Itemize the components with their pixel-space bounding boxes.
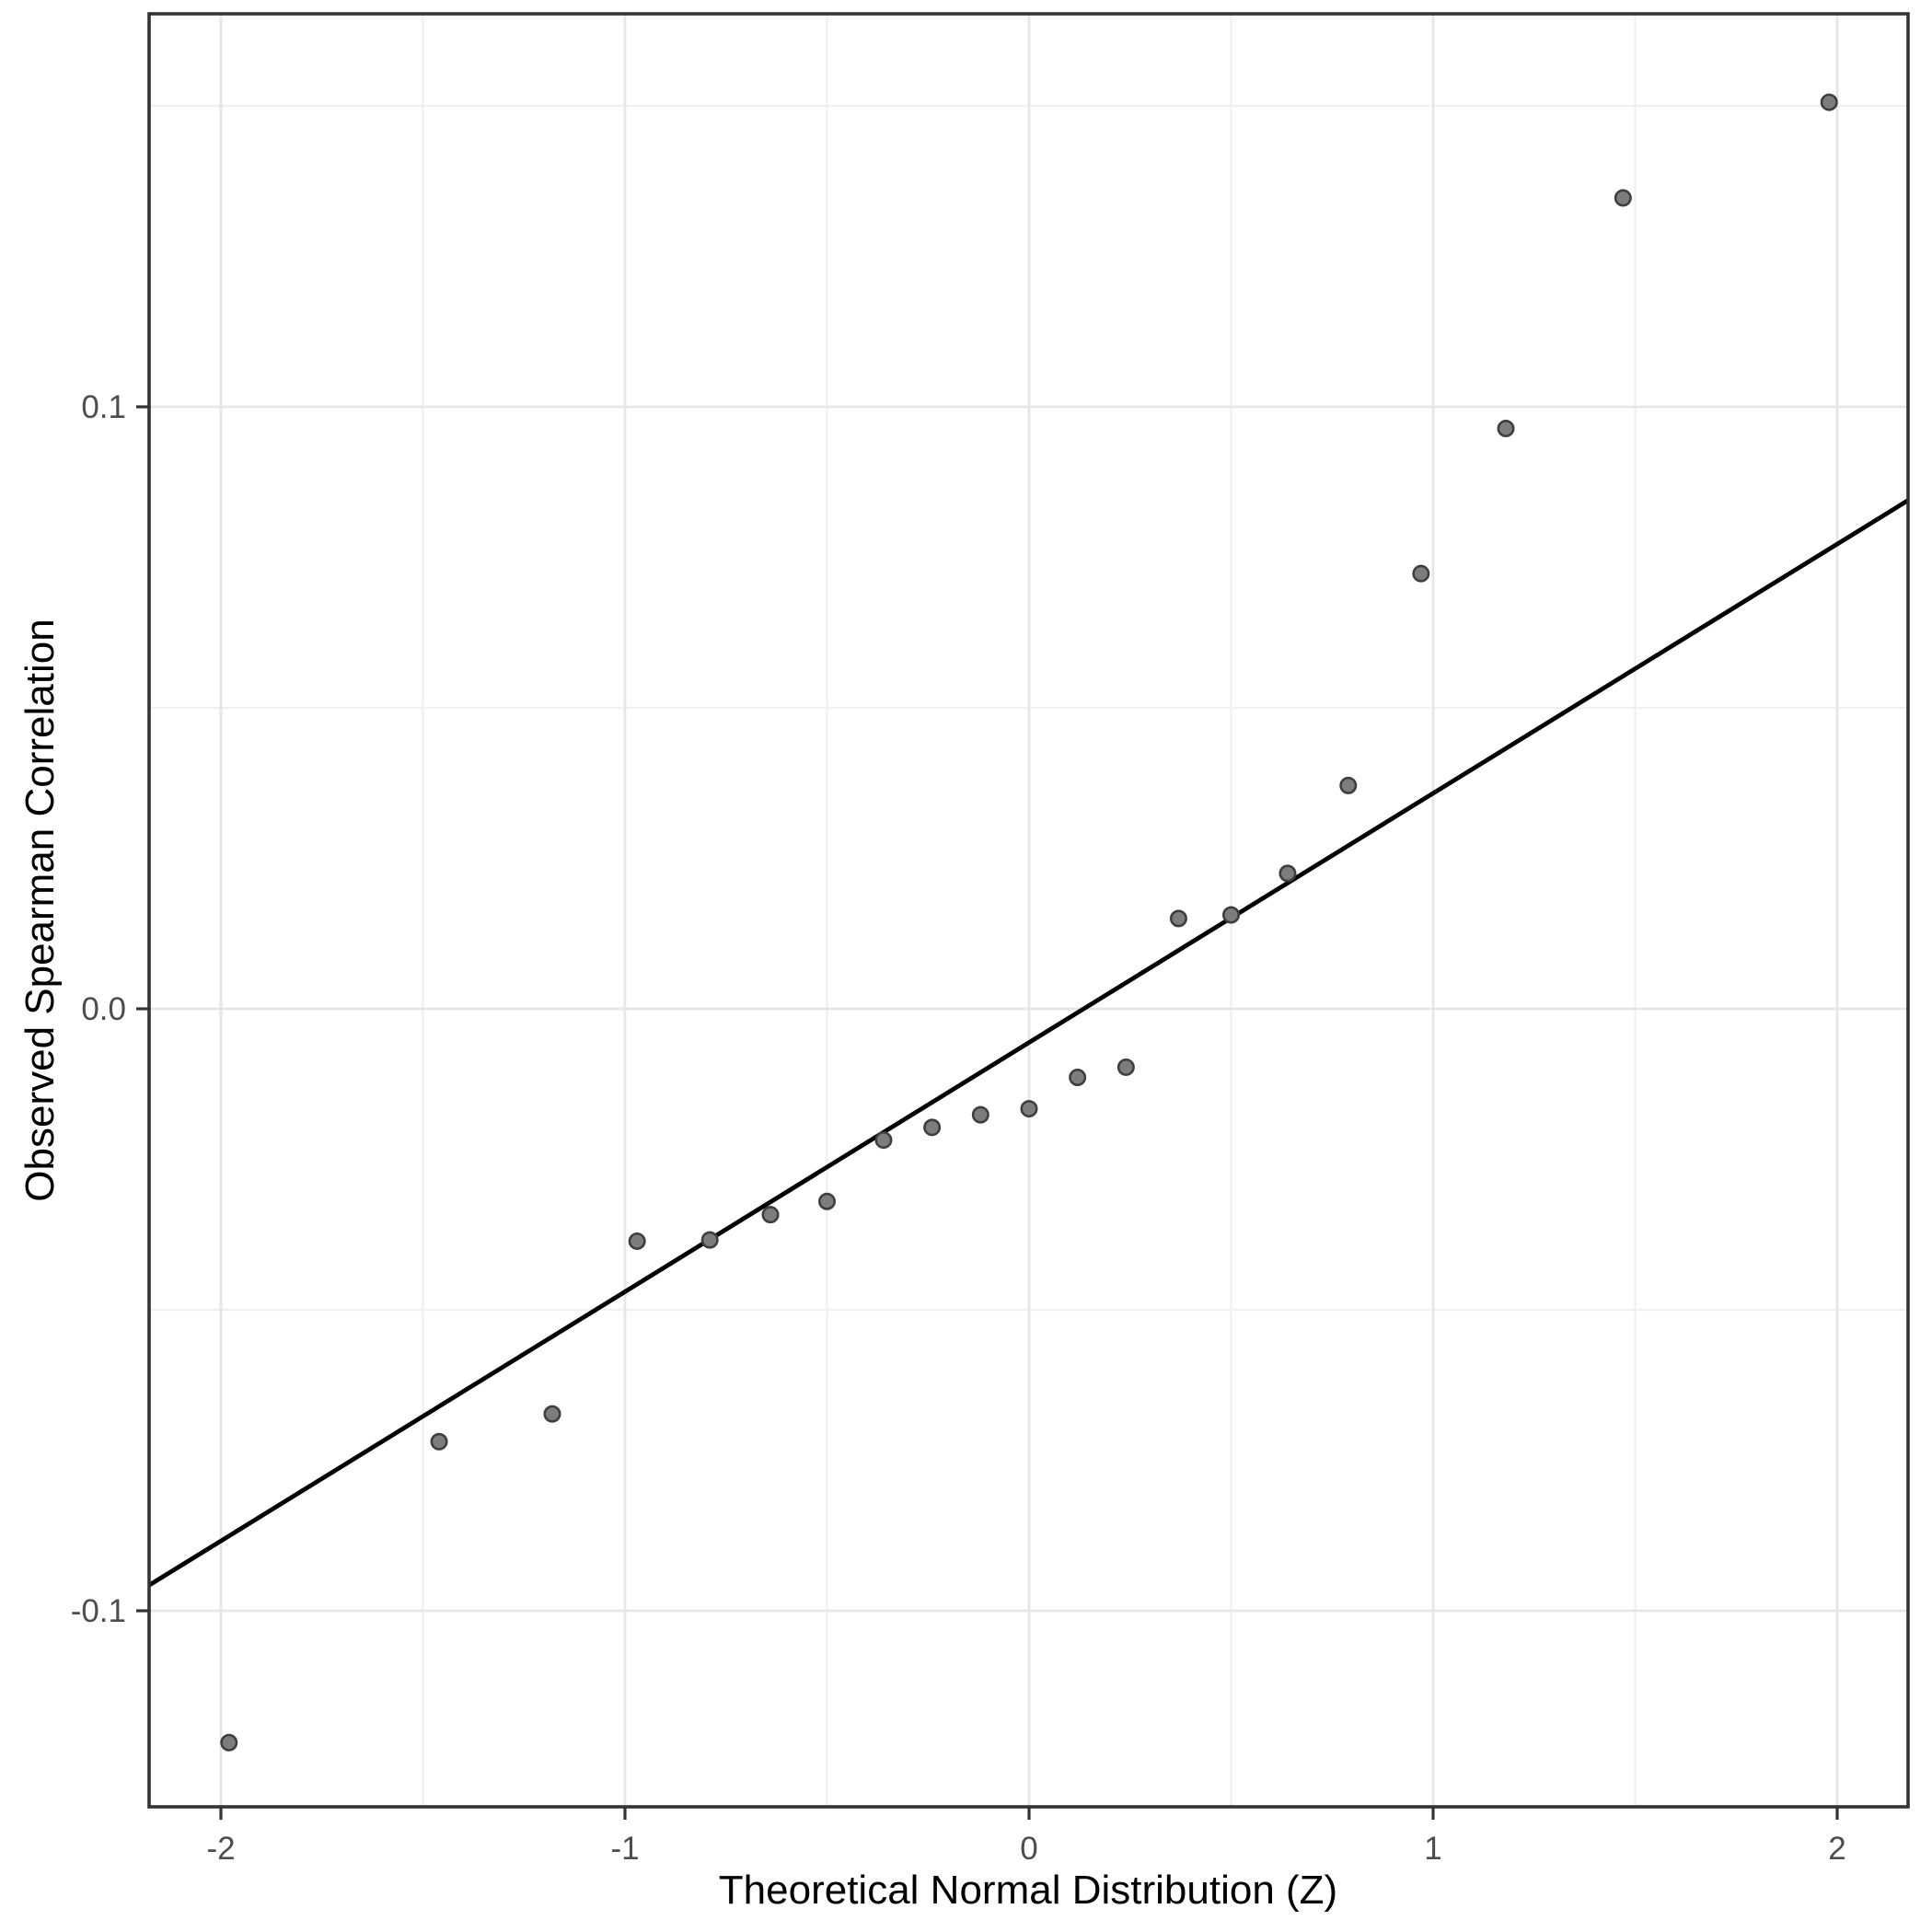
y-tick-label: 0.0 [81,991,126,1027]
x-axis-title: Theoretical Normal Distribution (Z) [719,1868,1337,1913]
x-tick-label: 1 [1424,1831,1441,1867]
data-point [817,1192,836,1210]
y-tick-label: -0.1 [71,1593,126,1629]
data-point [1278,864,1297,883]
data-point [1069,1069,1087,1087]
data-point [1412,564,1430,583]
x-tick-label: -2 [206,1831,235,1867]
data-point [220,1733,238,1752]
x-tick-labels-group: -2 -1 0 1 2 [206,1831,1845,1867]
x-tick-label: 2 [1828,1831,1845,1867]
x-tick-label: -1 [610,1831,639,1867]
data-point [628,1232,646,1250]
data-point [1116,1058,1135,1076]
data-point [700,1231,719,1249]
gridlines-major [149,14,1908,1807]
data-point [543,1405,561,1423]
data-point [874,1131,893,1150]
data-point [1497,420,1515,438]
y-tick-labels-group: 0.1 0.0 -0.1 [71,389,126,1629]
reference-line-group [147,498,1910,1588]
data-point [923,1118,942,1137]
data-point [430,1432,448,1451]
x-tick-label: 0 [1020,1831,1037,1867]
data-point [971,1105,989,1124]
data-point [1169,909,1187,928]
reference-line [147,498,1910,1588]
data-point [1020,1100,1038,1118]
data-point [761,1206,780,1224]
data-points-group [220,93,1838,1752]
axis-ticks-group [136,405,1839,1820]
data-point [1339,776,1358,794]
data-point [1614,189,1632,207]
data-point [1820,93,1838,111]
y-tick-label: 0.1 [81,389,126,425]
data-point [1222,906,1241,924]
y-axis-title: Observed Spearman Correlation [17,619,63,1201]
